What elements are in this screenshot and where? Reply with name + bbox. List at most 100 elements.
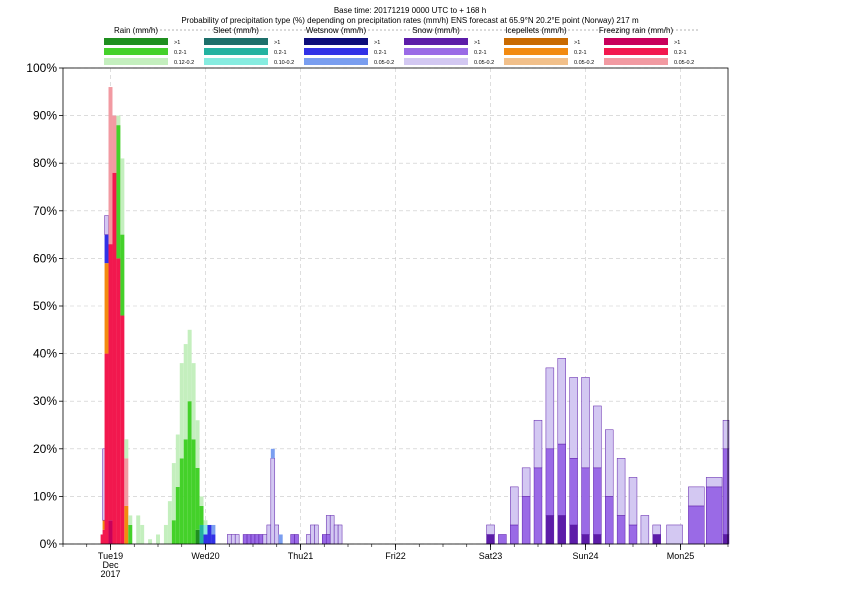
bar — [329, 515, 335, 545]
y-tick-label: 50% — [33, 299, 57, 313]
bar — [167, 501, 172, 544]
y-tick-label: 40% — [33, 347, 57, 361]
bar-segment — [306, 534, 311, 545]
header-line-2: Probability of precipitation type (%) de… — [181, 16, 639, 25]
legend-swatch — [404, 58, 468, 65]
bar-segment — [120, 315, 125, 544]
bar-segment — [207, 524, 212, 544]
bar — [112, 115, 117, 544]
bar — [294, 534, 299, 545]
bar — [227, 534, 232, 545]
bar — [203, 520, 208, 544]
bar — [120, 158, 125, 544]
bar-segment — [322, 534, 327, 545]
bar-segment — [593, 467, 602, 535]
bar-segment — [325, 534, 331, 545]
bar-segment — [116, 125, 121, 259]
legend-level: >1 — [374, 40, 380, 46]
legend-level: >1 — [674, 40, 680, 46]
y-tick-label: 100% — [26, 61, 57, 75]
legend-level: 0.2-1 — [274, 50, 287, 56]
x-tick-label: Sun24 — [572, 551, 598, 561]
bar-segment — [104, 263, 109, 354]
legend-swatch — [504, 48, 568, 55]
bar-segment — [211, 534, 216, 544]
bar-segment — [325, 515, 331, 535]
bar-segment — [581, 467, 590, 535]
bar-segment — [557, 358, 566, 445]
bar-segment — [156, 534, 160, 544]
bar — [124, 439, 129, 544]
bar-segment — [108, 87, 113, 245]
bar — [557, 358, 566, 545]
bar — [250, 534, 256, 545]
x-tick-label: Tue19 — [98, 551, 123, 561]
bar — [195, 420, 200, 544]
bar-segment — [163, 524, 168, 544]
bar — [278, 534, 283, 544]
bar — [652, 524, 661, 545]
legend-swatch — [204, 38, 268, 45]
bar — [187, 329, 192, 544]
bar-segment — [581, 534, 590, 545]
bar — [666, 524, 683, 545]
bar-segment — [616, 515, 626, 545]
x-tick-label: Mon25 — [667, 551, 695, 561]
legend-label: Icepellets (mm/h) — [505, 26, 567, 35]
bar — [274, 524, 279, 545]
bar — [128, 515, 133, 544]
bar-segment — [100, 534, 105, 544]
bar — [179, 363, 184, 544]
bar-segment — [120, 234, 125, 316]
bar — [498, 534, 507, 545]
bar-segment — [242, 534, 248, 545]
legend-swatch — [504, 38, 568, 45]
bar-segment — [569, 458, 578, 526]
bar-segment — [278, 534, 283, 544]
bar-segment — [191, 439, 196, 544]
bar — [211, 524, 216, 544]
bar-segment — [230, 534, 236, 545]
bar-segment — [167, 501, 172, 544]
bar — [640, 515, 650, 545]
bar-segment — [688, 505, 705, 545]
bar-segment — [108, 244, 113, 521]
bar-segment — [258, 534, 264, 545]
bar — [234, 534, 240, 545]
bar-segment — [274, 524, 279, 545]
bar-segment — [203, 534, 208, 544]
bar-segment — [211, 524, 216, 535]
bar-segment — [533, 467, 543, 545]
legend-swatch — [504, 58, 568, 65]
bar-segment — [314, 524, 319, 545]
bar-segment — [498, 534, 507, 545]
bar-segment — [246, 534, 252, 545]
bar — [230, 534, 236, 545]
legend-swatch — [204, 58, 268, 65]
bar-segment — [337, 524, 343, 545]
bar-segment — [183, 344, 188, 440]
bar-segment — [722, 419, 730, 450]
bar-segment — [187, 401, 192, 544]
bar-segment — [203, 520, 208, 525]
bar — [163, 524, 168, 544]
x-tick-label: Sat23 — [479, 551, 503, 561]
bar — [722, 419, 730, 545]
bar-segment — [136, 515, 141, 544]
bar — [266, 524, 272, 545]
bar — [140, 524, 145, 544]
bar-segment — [124, 505, 129, 544]
bar — [290, 534, 295, 545]
bar-segment — [128, 515, 133, 525]
bar-segment — [545, 448, 555, 516]
legend-level: >1 — [574, 40, 580, 46]
bar-segment — [510, 524, 519, 545]
legend-level: 0.05-0.2 — [474, 60, 494, 66]
bar — [104, 215, 109, 544]
grid — [63, 67, 728, 545]
bar — [183, 344, 188, 544]
legend-level: 0.10-0.2 — [274, 60, 294, 66]
bar-segment — [179, 458, 184, 544]
x-tick-label: Thu21 — [288, 551, 314, 561]
bar-segment — [171, 463, 176, 521]
